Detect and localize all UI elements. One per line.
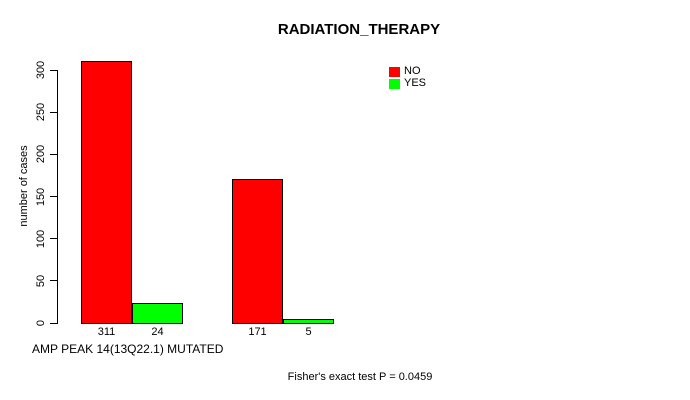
y-axis-tick-label: 250 <box>35 103 47 122</box>
y-axis-tick <box>50 280 57 282</box>
y-axis-tick-label: 100 <box>35 229 47 248</box>
bar-yes-group2 <box>283 318 334 324</box>
bar-value-label: 5 <box>305 326 312 338</box>
legend-label: NO <box>404 65 421 77</box>
legend-item-no: NO <box>389 66 426 77</box>
y-axis-tick <box>50 153 57 155</box>
y-axis-tick <box>50 111 57 113</box>
bar-value-label: 24 <box>151 326 164 338</box>
y-axis-tick <box>50 322 57 324</box>
bar-value-label: 171 <box>248 326 267 338</box>
y-axis-tick-label: 200 <box>35 145 47 164</box>
legend: NO YES <box>389 66 426 89</box>
y-axis-tick <box>50 238 57 240</box>
y-axis-tick <box>50 69 57 71</box>
y-axis-tick <box>50 196 57 197</box>
x-axis-label: AMP PEAK 14(13Q22.1) MUTATED <box>32 342 224 356</box>
legend-swatch-no <box>389 66 400 77</box>
y-axis-tick-label: 50 <box>35 274 47 287</box>
chart-title: RADIATION_THERAPY <box>277 21 441 38</box>
legend-label: YES <box>404 77 427 89</box>
bar-value-label: 311 <box>97 326 116 338</box>
y-axis-line <box>57 70 58 324</box>
y-axis-tick-label: 150 <box>35 187 47 206</box>
fisher-test-annotation: Fisher's exact test P = 0.0459 <box>287 371 433 383</box>
bar-yes-group1 <box>132 302 183 324</box>
bar-no-group1 <box>81 60 132 324</box>
bar-no-group2 <box>232 178 283 324</box>
y-axis-tick-label: 0 <box>35 319 47 327</box>
legend-item-yes: YES <box>389 78 426 89</box>
legend-swatch-yes <box>389 78 400 89</box>
y-axis-tick-label: 300 <box>35 60 47 80</box>
y-axis-label: number of cases <box>18 145 30 227</box>
